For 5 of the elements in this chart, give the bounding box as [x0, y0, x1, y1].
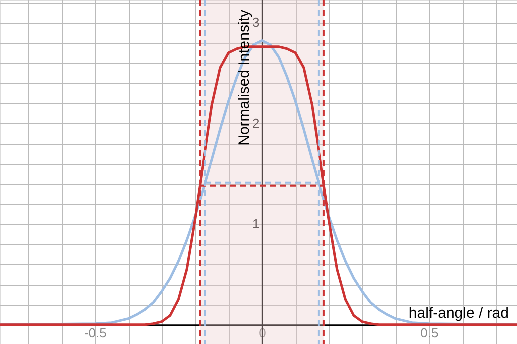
y-tick-label: 1 [252, 216, 260, 232]
x-axis-title: half-angle / rad [408, 304, 509, 322]
y-tick-label: 3 [252, 15, 260, 30]
y-axis-title: Normalised Intensity [236, 10, 254, 146]
y-tick-label: 2 [252, 116, 260, 131]
